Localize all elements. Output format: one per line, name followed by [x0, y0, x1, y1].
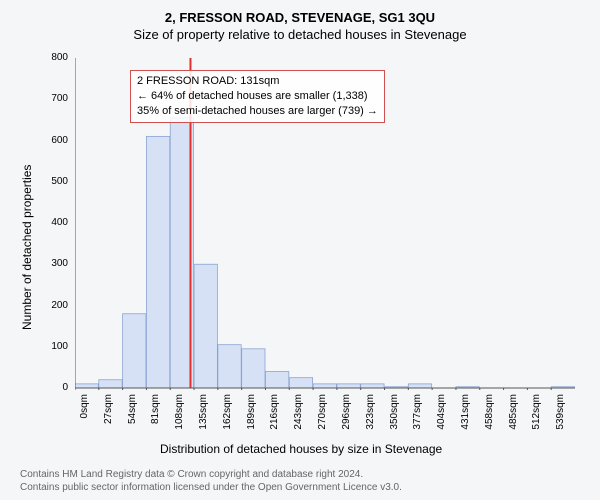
histogram-bar [313, 384, 336, 388]
x-tick-label: 81sqm [150, 394, 161, 442]
x-tick-label: 539sqm [555, 394, 566, 442]
x-tick-label: 54sqm [127, 394, 138, 442]
chart-container: 2, FRESSON ROAD, STEVENAGE, SG1 3QU Size… [0, 0, 600, 500]
histogram-bar [75, 384, 98, 388]
x-tick-label: 350sqm [389, 394, 400, 442]
histogram-bar [361, 384, 384, 388]
y-tick-label: 600 [40, 135, 68, 146]
histogram-bar [99, 380, 122, 388]
histogram-bar [194, 264, 217, 388]
annotation-line3: 35% of semi-detached houses are larger (… [137, 104, 378, 119]
footer-text: Contains HM Land Registry data © Crown c… [20, 468, 402, 494]
y-tick-label: 0 [40, 382, 68, 393]
x-tick-label: 431sqm [460, 394, 471, 442]
annotation-line2: ← 64% of detached houses are smaller (1,… [137, 89, 378, 104]
chart-title-main: 2, FRESSON ROAD, STEVENAGE, SG1 3QU [0, 0, 600, 25]
histogram-bar [146, 136, 169, 388]
x-tick-label: 296sqm [341, 394, 352, 442]
x-tick-label: 323sqm [365, 394, 376, 442]
x-tick-label: 216sqm [269, 394, 280, 442]
x-tick-label: 243sqm [293, 394, 304, 442]
histogram-bar [337, 384, 360, 388]
x-tick-label: 108sqm [174, 394, 185, 442]
y-tick-label: 200 [40, 300, 68, 311]
y-tick-label: 400 [40, 217, 68, 228]
histogram-bar [242, 349, 265, 388]
histogram-bar [218, 345, 241, 388]
x-tick-label: 189sqm [246, 394, 257, 442]
x-tick-label: 135sqm [198, 394, 209, 442]
x-tick-label: 458sqm [484, 394, 495, 442]
histogram-bar [408, 384, 431, 388]
footer-line2: Contains public sector information licen… [20, 481, 402, 494]
y-axis-label: Number of detached properties [20, 165, 34, 330]
x-tick-label: 512sqm [531, 394, 542, 442]
y-tick-label: 700 [40, 93, 68, 104]
y-tick-label: 500 [40, 176, 68, 187]
x-tick-label: 27sqm [103, 394, 114, 442]
x-tick-label: 162sqm [222, 394, 233, 442]
x-tick-label: 485sqm [508, 394, 519, 442]
y-tick-label: 100 [40, 341, 68, 352]
histogram-bar [289, 378, 312, 388]
x-axis-label: Distribution of detached houses by size … [160, 442, 442, 456]
annotation-box: 2 FRESSON ROAD: 131sqm ← 64% of detached… [130, 70, 385, 123]
chart-title-sub: Size of property relative to detached ho… [0, 25, 600, 42]
x-tick-label: 404sqm [436, 394, 447, 442]
footer-line1: Contains HM Land Registry data © Crown c… [20, 468, 402, 481]
x-tick-label: 270sqm [317, 394, 328, 442]
histogram-bar [123, 314, 146, 388]
histogram-bar [265, 372, 288, 389]
annotation-line1: 2 FRESSON ROAD: 131sqm [137, 74, 378, 89]
x-tick-label: 0sqm [79, 394, 90, 442]
y-tick-label: 800 [40, 52, 68, 63]
y-tick-label: 300 [40, 258, 68, 269]
x-tick-label: 377sqm [412, 394, 423, 442]
